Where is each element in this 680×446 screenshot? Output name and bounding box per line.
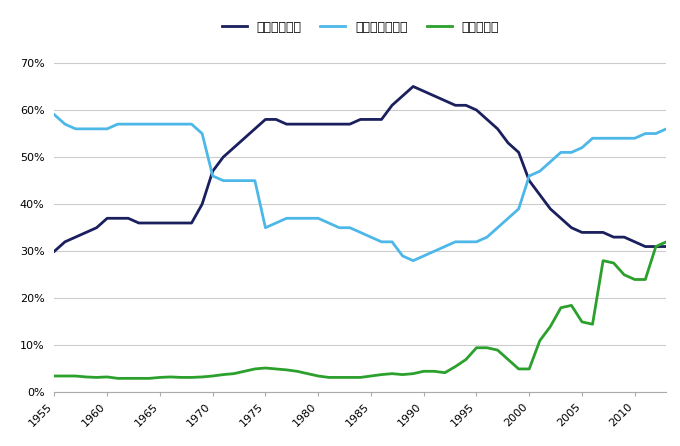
海外投資家 [124,376,133,381]
アウトサイダー [146,121,154,127]
インサイダー [504,140,512,146]
インサイダー [50,248,58,254]
アウトサイダー [367,235,375,240]
インサイダー [662,244,670,249]
インサイダー [114,215,122,221]
海外投資家 [156,375,164,380]
Line: 海外投資家: 海外投資家 [54,242,666,378]
アウトサイダー [50,112,58,117]
インサイダー [146,220,154,226]
インサイダー [367,117,375,122]
インサイダー [71,235,80,240]
海外投資家 [114,376,122,381]
Line: インサイダー: インサイダー [54,87,666,251]
アウトサイダー [409,258,418,263]
アウトサイダー [114,121,122,127]
Line: アウトサイダー: アウトサイダー [54,115,666,260]
海外投資家 [219,372,227,377]
海外投資家 [50,373,58,379]
アウトサイダー [662,126,670,132]
海外投資家 [504,357,512,362]
アウトサイダー [504,215,512,221]
海外投資家 [377,372,386,377]
Legend: インサイダー, アウトサイダー, 海外投資家: インサイダー, アウトサイダー, 海外投資家 [217,16,504,39]
アウトサイダー [209,173,217,178]
アウトサイダー [71,126,80,132]
インサイダー [409,84,418,89]
海外投資家 [662,239,670,244]
インサイダー [209,169,217,174]
海外投資家 [71,373,80,379]
